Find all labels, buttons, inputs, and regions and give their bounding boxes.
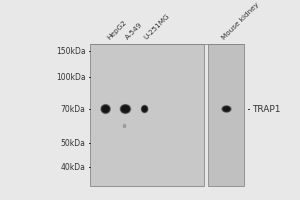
Ellipse shape [105, 108, 106, 110]
Text: 50kDa: 50kDa [61, 138, 85, 148]
Ellipse shape [104, 108, 107, 110]
Ellipse shape [143, 108, 146, 110]
Ellipse shape [123, 107, 128, 111]
Ellipse shape [223, 106, 230, 112]
Ellipse shape [103, 107, 108, 111]
Bar [208, 44, 244, 186]
Ellipse shape [225, 108, 228, 110]
Ellipse shape [142, 107, 147, 111]
Ellipse shape [142, 105, 148, 113]
Text: Mouse kidney: Mouse kidney [220, 1, 260, 41]
Ellipse shape [123, 124, 126, 128]
Ellipse shape [143, 107, 146, 111]
Text: 100kDa: 100kDa [56, 72, 85, 82]
Ellipse shape [101, 105, 110, 113]
Ellipse shape [141, 105, 148, 113]
Text: TRAP1: TRAP1 [252, 104, 280, 114]
Ellipse shape [226, 108, 227, 110]
Ellipse shape [222, 106, 231, 112]
Text: U-251MG: U-251MG [142, 13, 170, 41]
Ellipse shape [123, 107, 128, 111]
Ellipse shape [224, 108, 229, 110]
Ellipse shape [124, 108, 126, 110]
Ellipse shape [101, 104, 110, 114]
Ellipse shape [103, 106, 109, 112]
Ellipse shape [120, 105, 130, 113]
Ellipse shape [224, 107, 229, 111]
Ellipse shape [124, 108, 127, 110]
Ellipse shape [222, 105, 231, 113]
Ellipse shape [121, 105, 130, 113]
Ellipse shape [223, 107, 230, 111]
Ellipse shape [104, 107, 107, 111]
Ellipse shape [124, 107, 127, 111]
Ellipse shape [144, 108, 145, 110]
Ellipse shape [123, 107, 128, 111]
Ellipse shape [224, 107, 229, 111]
Ellipse shape [124, 108, 127, 110]
Bar [90, 44, 204, 186]
Ellipse shape [141, 105, 148, 113]
Ellipse shape [121, 105, 130, 113]
Ellipse shape [222, 106, 231, 112]
Ellipse shape [143, 107, 146, 111]
Text: 70kDa: 70kDa [61, 104, 85, 114]
Ellipse shape [224, 107, 230, 111]
Ellipse shape [104, 108, 107, 110]
Ellipse shape [142, 106, 147, 112]
Text: HepG2: HepG2 [106, 19, 128, 41]
Ellipse shape [141, 105, 148, 113]
Ellipse shape [121, 105, 130, 113]
Ellipse shape [223, 106, 230, 112]
Ellipse shape [224, 107, 230, 111]
Ellipse shape [102, 105, 110, 113]
Ellipse shape [225, 108, 228, 110]
Text: 150kDa: 150kDa [56, 46, 85, 55]
Ellipse shape [103, 107, 108, 111]
Ellipse shape [143, 107, 146, 111]
Ellipse shape [101, 105, 110, 113]
Ellipse shape [102, 106, 109, 112]
Ellipse shape [142, 106, 147, 112]
Ellipse shape [119, 104, 131, 114]
Ellipse shape [102, 105, 109, 113]
Ellipse shape [141, 105, 148, 113]
Ellipse shape [144, 108, 146, 110]
Ellipse shape [224, 108, 229, 110]
Ellipse shape [103, 106, 109, 112]
Ellipse shape [143, 107, 146, 111]
Ellipse shape [125, 108, 126, 110]
Ellipse shape [225, 108, 228, 110]
Ellipse shape [221, 105, 232, 113]
Ellipse shape [221, 105, 232, 113]
Ellipse shape [142, 106, 148, 112]
Ellipse shape [100, 104, 111, 114]
Ellipse shape [122, 106, 128, 112]
Ellipse shape [142, 106, 147, 112]
Ellipse shape [120, 104, 131, 114]
Ellipse shape [122, 106, 129, 112]
Ellipse shape [100, 104, 111, 114]
Ellipse shape [103, 107, 108, 111]
Ellipse shape [120, 104, 131, 114]
Text: A-549: A-549 [124, 22, 144, 41]
Ellipse shape [143, 108, 146, 110]
Ellipse shape [105, 108, 106, 110]
Ellipse shape [103, 107, 108, 111]
Ellipse shape [122, 106, 129, 112]
Text: 40kDa: 40kDa [61, 162, 85, 171]
Ellipse shape [123, 107, 128, 111]
